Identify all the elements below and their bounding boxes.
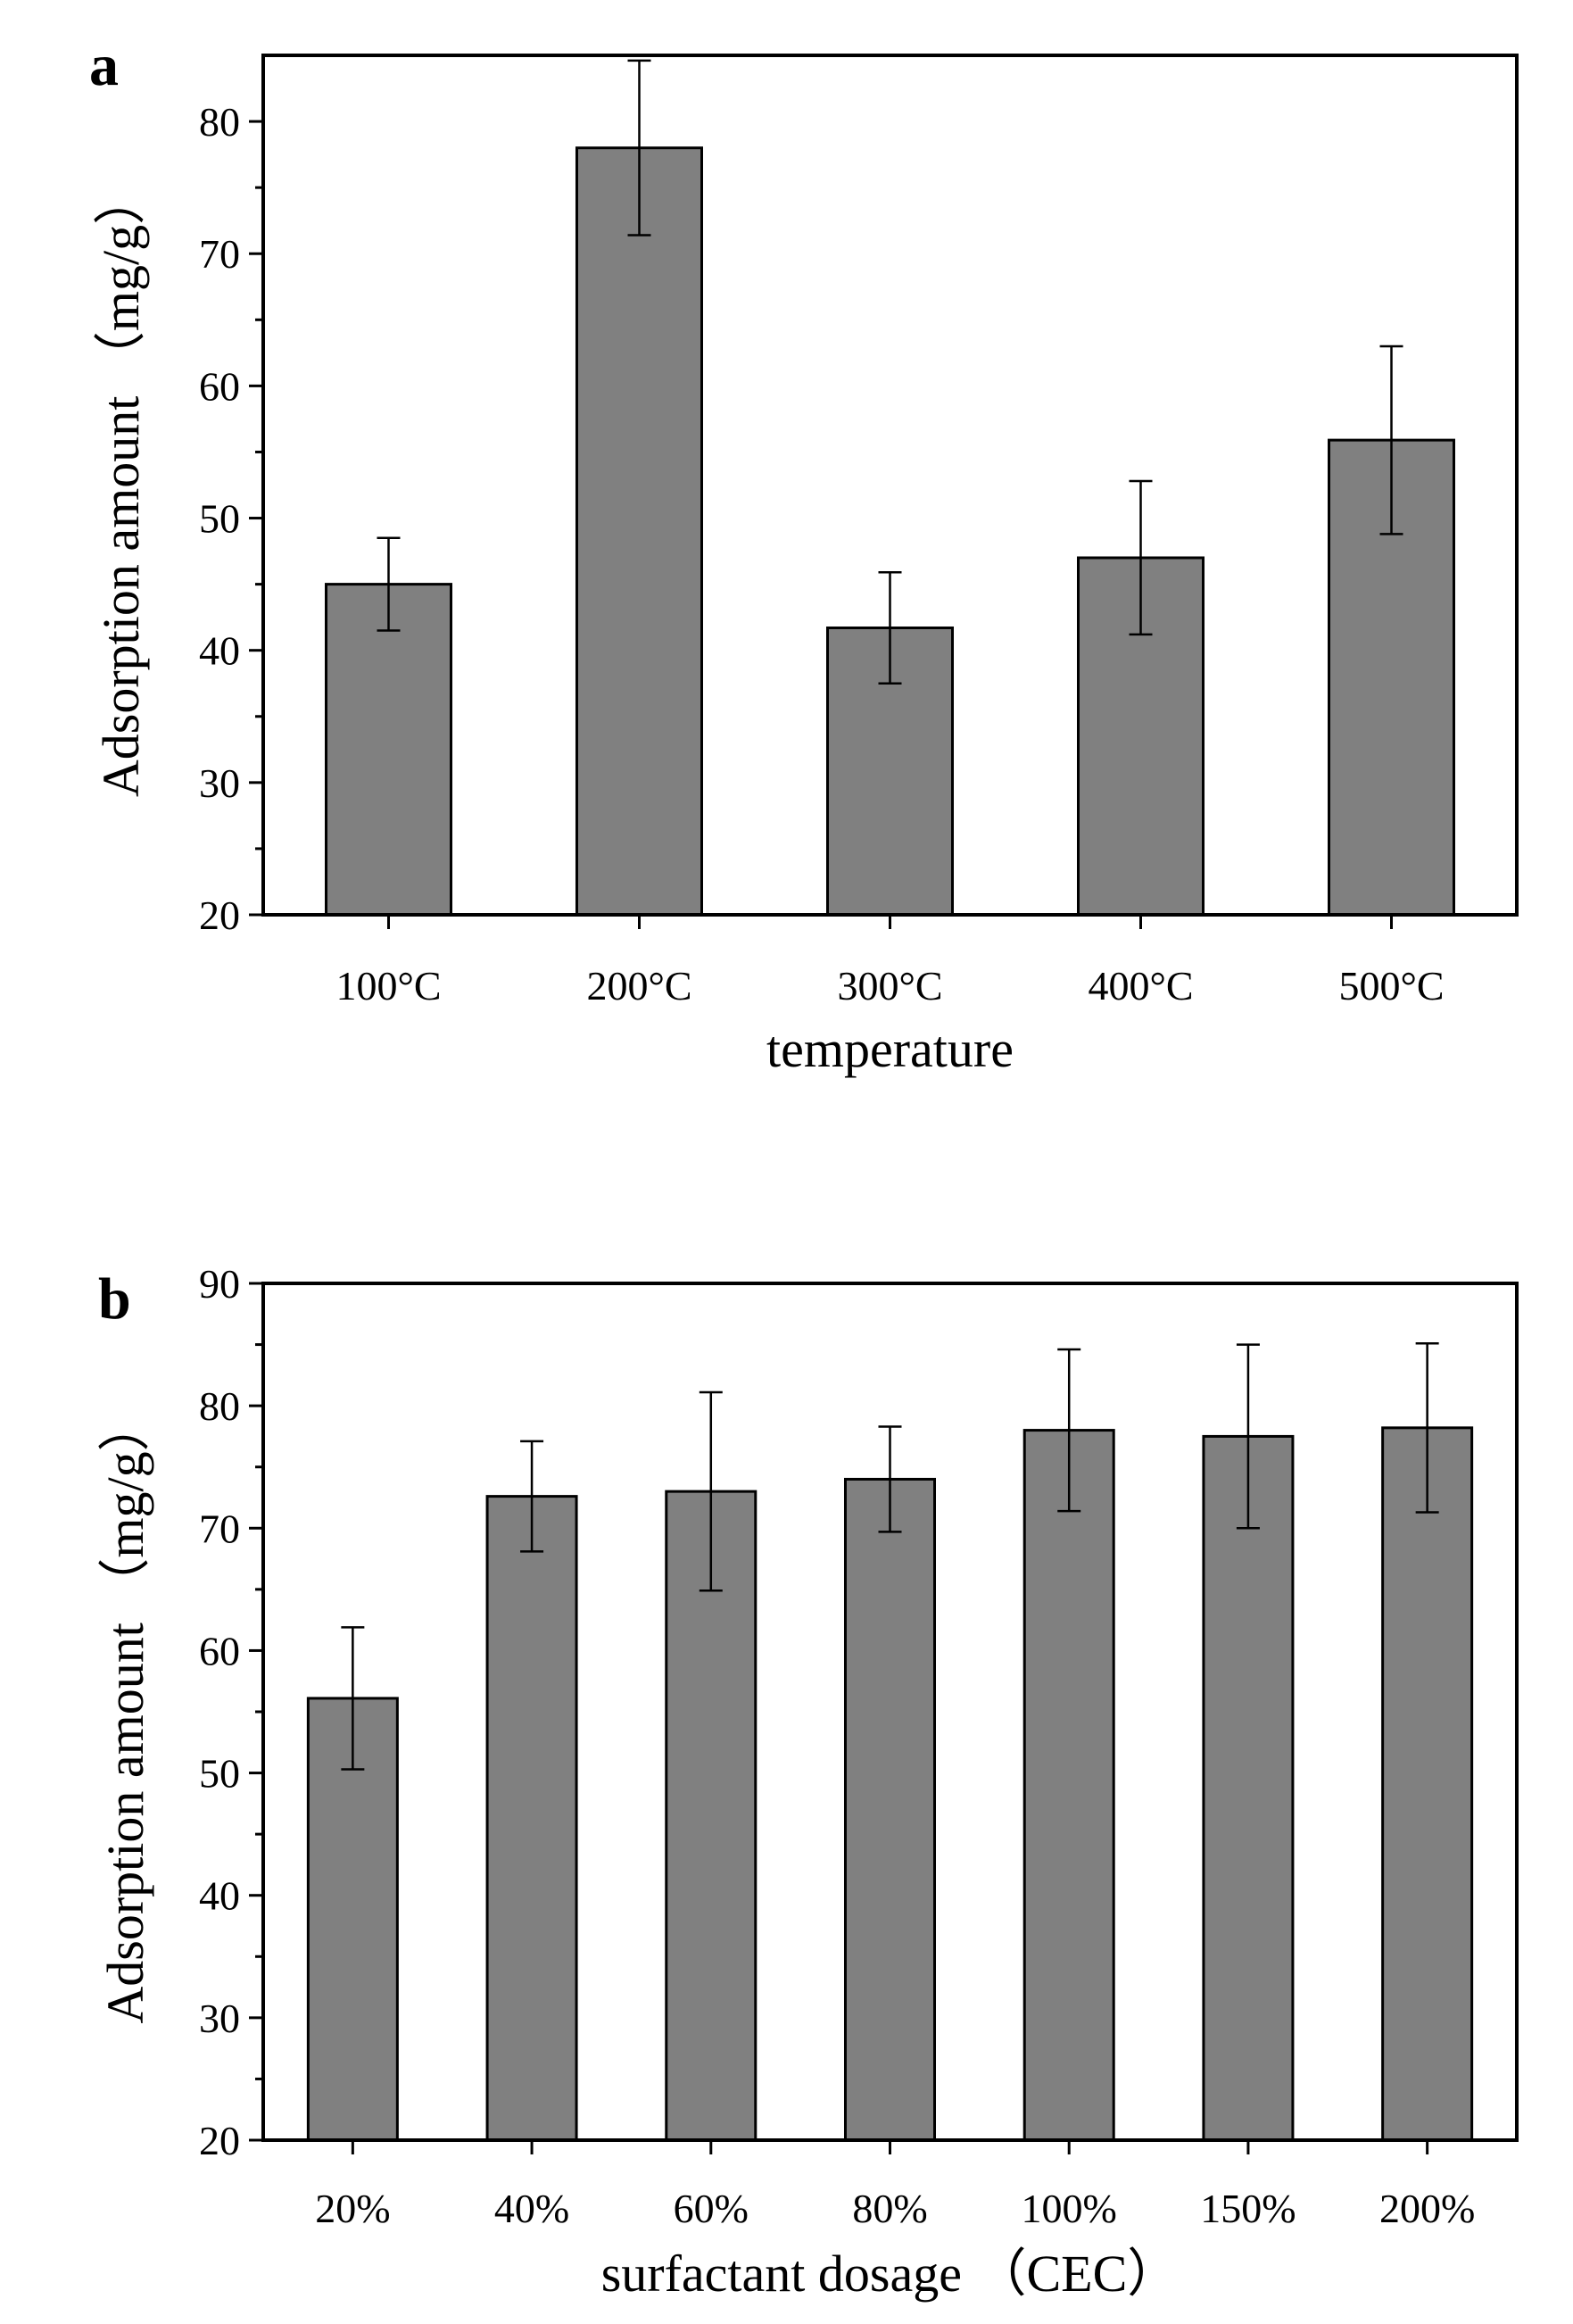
bar-60% <box>665 1490 758 2142</box>
x-tick-label: 100% <box>1022 2186 1117 2231</box>
chart-panel-a: a 20 30 40 50 60 70 80 100°C 200°C 300°C 400°C 500°C… <box>89 33 1519 1078</box>
x-tick-label: 500°C <box>1338 963 1444 1008</box>
y-tick-label: 70 <box>199 1506 240 1551</box>
y-tick-label: 80 <box>199 99 240 145</box>
x-tick-label: 60% <box>674 2186 749 2231</box>
y-tick-label: 50 <box>199 1751 240 1797</box>
x-axis-title: temperature <box>766 1020 1014 1078</box>
y-tick-label: 90 <box>199 1261 240 1307</box>
bar-20% <box>306 1697 399 2142</box>
y-tick-label: 30 <box>199 760 240 806</box>
y-axis-title: Adsorption amount （mg/g） <box>92 173 150 797</box>
y-tick-label: 80 <box>199 1383 240 1429</box>
x-tick-label: 150% <box>1200 2186 1296 2231</box>
y-tick-label: 60 <box>199 1628 240 1673</box>
y-tick-label: 40 <box>199 1873 240 1919</box>
y-tick-label: 20 <box>199 892 240 938</box>
y-tick-label: 40 <box>199 628 240 674</box>
panel-label: a <box>89 33 119 98</box>
y-tick-label: 60 <box>199 363 240 409</box>
bar-100% <box>1022 1429 1115 2142</box>
y-tick-label: 20 <box>199 2118 240 2163</box>
bar-40% <box>485 1495 578 2142</box>
x-tick-label: 300°C <box>837 963 942 1008</box>
x-tick-label: 80% <box>852 2186 927 2231</box>
bar-150% <box>1202 1434 1295 2142</box>
y-tick-label: 50 <box>199 496 240 542</box>
x-axis-title: surfactant dosage （CEC） <box>601 2245 1180 2303</box>
y-axis-title: Adsorption amount （mg/g） <box>96 1399 154 2023</box>
bar-80% <box>844 1477 936 2142</box>
x-tick-label: 400°C <box>1088 963 1193 1008</box>
panel-label: b <box>98 1266 131 1332</box>
y-tick-label: 70 <box>199 231 240 277</box>
x-tick-label: 100°C <box>335 963 441 1008</box>
x-tick-label: 20% <box>315 2186 390 2231</box>
bar-100°C <box>325 583 452 917</box>
chart-panel-b: b 20 30 40 50 60 70 80 90 20% 40% 60% 80% 100% 150% 200… <box>96 1261 1519 2303</box>
bar-200°C <box>575 146 703 917</box>
x-tick-label: 200°C <box>586 963 691 1008</box>
y-tick-label: 30 <box>199 1996 240 2041</box>
bar-200% <box>1381 1426 1474 2142</box>
x-tick-label: 200% <box>1379 2186 1475 2231</box>
x-tick-label: 40% <box>494 2186 569 2231</box>
